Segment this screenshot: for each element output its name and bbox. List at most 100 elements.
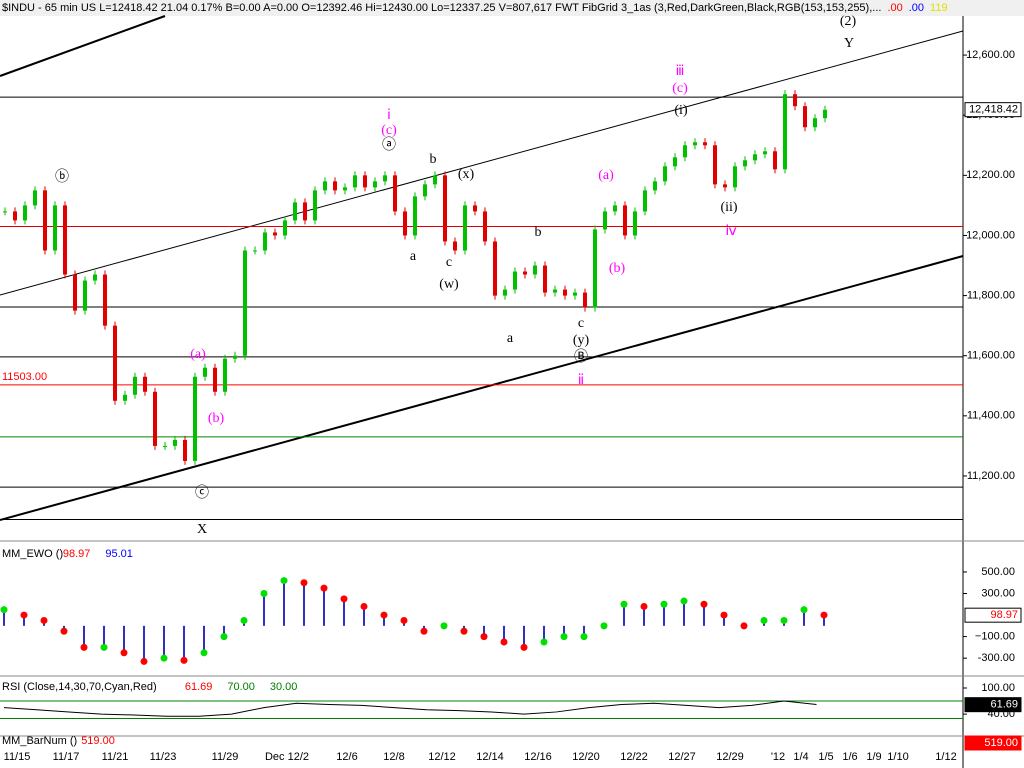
readout: 70.00 bbox=[227, 681, 255, 693]
candle bbox=[103, 274, 107, 326]
candle bbox=[153, 391, 157, 446]
candle bbox=[663, 166, 667, 182]
ewo-dot bbox=[160, 654, 168, 662]
ewo-dot bbox=[40, 616, 48, 624]
ewo-dot bbox=[180, 656, 188, 664]
ewo-dot bbox=[820, 611, 828, 619]
ewo-bar bbox=[643, 606, 645, 626]
candle bbox=[393, 175, 397, 212]
candle bbox=[503, 289, 507, 296]
readout: 61.69 bbox=[185, 681, 213, 693]
candle bbox=[413, 196, 417, 236]
wave-label: b bbox=[430, 152, 437, 167]
header-text: $INDU - 65 min US L=12418.42 21.04 0.17%… bbox=[2, 2, 948, 14]
ewo-dot bbox=[120, 649, 128, 657]
ewo-dot bbox=[520, 643, 528, 651]
last-value-box bbox=[964, 607, 1022, 623]
wave-label: ⅲ bbox=[676, 64, 685, 79]
ewo-bar bbox=[663, 604, 665, 626]
candle bbox=[483, 211, 487, 242]
candle bbox=[223, 358, 227, 392]
candle bbox=[643, 190, 647, 212]
candle bbox=[563, 289, 567, 296]
x-tick-label: 11/15 bbox=[4, 751, 31, 763]
ewo-dot bbox=[640, 602, 648, 610]
candle bbox=[633, 211, 637, 236]
ewo-dot bbox=[800, 606, 808, 614]
candle bbox=[33, 190, 37, 206]
ewo-bar bbox=[723, 615, 725, 626]
candle bbox=[123, 394, 127, 401]
candle bbox=[173, 439, 177, 446]
candle bbox=[273, 232, 277, 236]
ewo-bar bbox=[563, 625, 565, 637]
wave-label: (b) bbox=[609, 261, 626, 276]
ewo-dot bbox=[420, 627, 428, 635]
last-value-label: 12,418.42 bbox=[969, 104, 1018, 116]
candle bbox=[23, 205, 27, 221]
y-tick-label: −100.00 bbox=[975, 631, 1015, 643]
candle bbox=[683, 145, 687, 158]
ewo-bar bbox=[803, 609, 805, 626]
candle bbox=[73, 274, 77, 311]
wave-label: c bbox=[446, 255, 452, 270]
candle bbox=[3, 211, 7, 213]
candle bbox=[463, 205, 467, 251]
x-tick-label: 1/4 bbox=[793, 751, 808, 763]
header-part: $INDU - 65 min US L=12418.42 21.04 0.17%… bbox=[2, 2, 881, 14]
ewo-bar bbox=[483, 625, 485, 637]
candle bbox=[473, 205, 477, 212]
candle bbox=[773, 151, 777, 170]
candle bbox=[523, 271, 527, 275]
x-tick-label: '12 bbox=[771, 751, 785, 763]
ewo-dot bbox=[480, 633, 488, 641]
ewo-bar bbox=[23, 615, 25, 626]
ewo-bar bbox=[223, 625, 225, 637]
ewo-bar bbox=[323, 588, 325, 626]
ewo-dot bbox=[600, 622, 608, 630]
readout: 98.97 bbox=[63, 548, 91, 560]
candle bbox=[813, 118, 817, 128]
ewo-dot bbox=[240, 616, 248, 624]
wave-label: (c) bbox=[672, 81, 688, 96]
candle bbox=[493, 241, 497, 296]
ewo-dot bbox=[260, 590, 268, 598]
ewo-dot bbox=[0, 606, 8, 614]
y-tick-label: 11,400.00 bbox=[967, 410, 1015, 422]
x-tick-label: 12/16 bbox=[524, 751, 552, 763]
x-tick-label: 12/22 bbox=[620, 751, 648, 763]
readout: 519.00 bbox=[81, 735, 115, 747]
x-tick-label: 1/9 bbox=[866, 751, 881, 763]
candle bbox=[363, 175, 367, 188]
x-tick-label: 1/10 bbox=[887, 751, 908, 763]
ewo-dot bbox=[100, 643, 108, 651]
candle bbox=[343, 187, 347, 191]
ewo-bar bbox=[523, 625, 525, 648]
ewo-bar bbox=[143, 625, 145, 662]
ewo-dot bbox=[20, 611, 28, 619]
candle bbox=[793, 94, 797, 107]
wave-label: (x) bbox=[458, 167, 475, 182]
candle bbox=[83, 280, 87, 311]
ewo-dot bbox=[360, 602, 368, 610]
candle bbox=[673, 157, 677, 167]
ewo-dot bbox=[540, 638, 548, 646]
candle bbox=[603, 211, 607, 230]
x-tick-label: 12/8 bbox=[383, 751, 404, 763]
y-tick-label: 100.00 bbox=[981, 682, 1015, 694]
trend-line bbox=[0, 15, 166, 77]
candle bbox=[93, 274, 97, 281]
candle bbox=[263, 232, 267, 251]
last-value-box bbox=[964, 102, 1022, 118]
x-tick-label: 11/21 bbox=[102, 751, 129, 763]
wave-label: (y) bbox=[573, 333, 590, 348]
wave-label: Ⓑ bbox=[574, 349, 588, 365]
readout: 95.01 bbox=[105, 548, 133, 560]
candle bbox=[553, 289, 557, 293]
candle bbox=[283, 220, 287, 236]
last-value-label: 98.97 bbox=[990, 609, 1018, 621]
wave-label: c bbox=[578, 316, 584, 331]
ewo-bar bbox=[503, 625, 505, 643]
last-value-box bbox=[964, 697, 1022, 713]
candle bbox=[213, 367, 217, 392]
